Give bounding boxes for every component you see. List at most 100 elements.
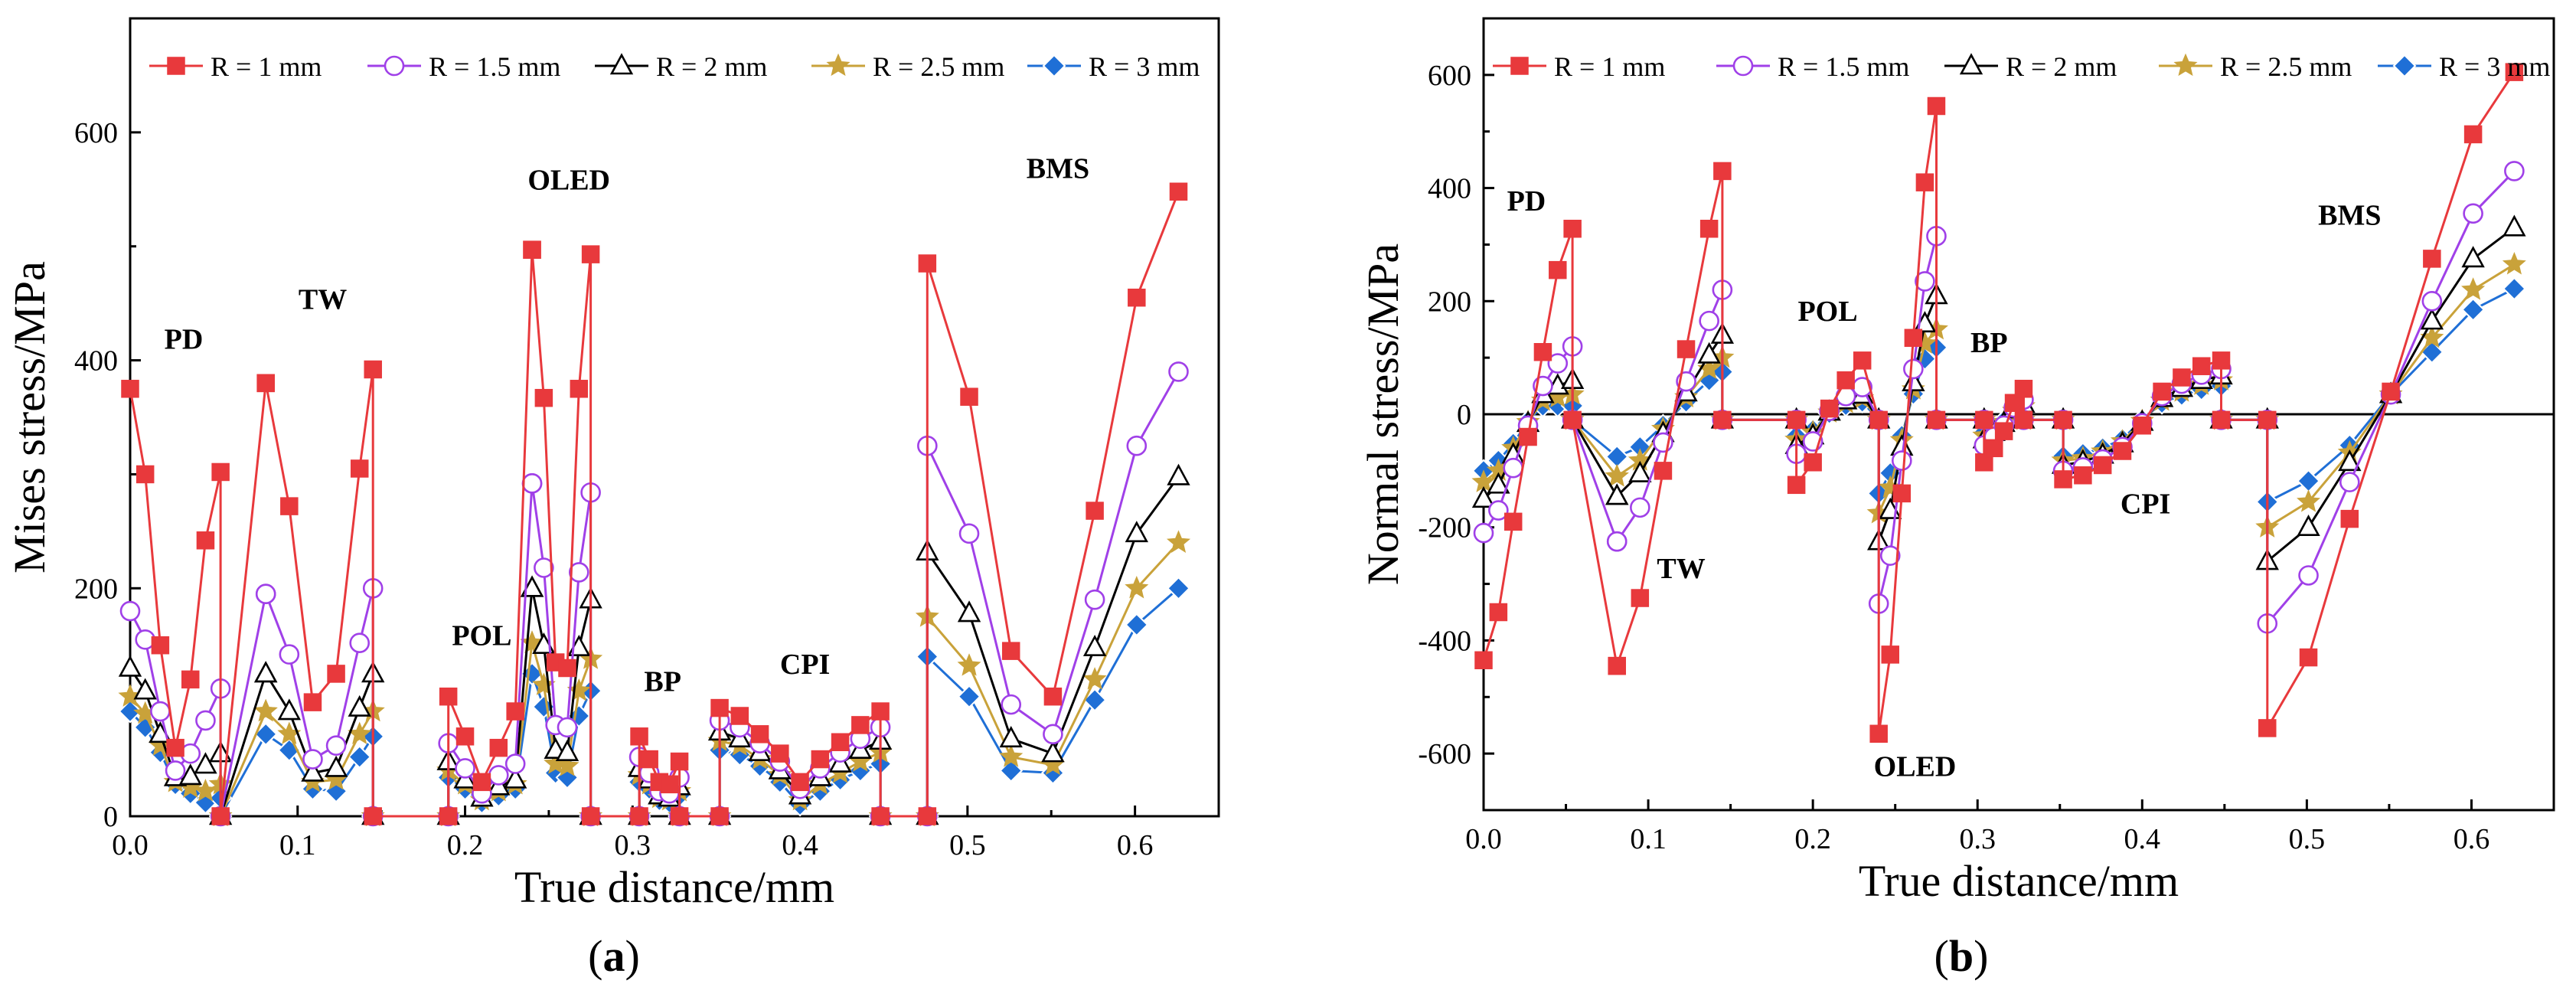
data-point <box>193 778 217 802</box>
data-point <box>630 727 648 746</box>
series-line <box>129 191 1180 818</box>
series-line <box>1482 71 2516 735</box>
data-point <box>918 807 937 825</box>
y-tick-label: 0 <box>1457 399 1471 431</box>
data-point <box>1126 435 1148 456</box>
legend-label: R = 2.5 mm <box>873 51 1004 82</box>
data-point <box>255 583 276 605</box>
data-point <box>1699 219 1719 238</box>
data-point <box>570 380 589 398</box>
legend-marker <box>2392 54 2417 78</box>
x-tick-label: 0.4 <box>782 829 818 861</box>
layer-label-pol: POL <box>452 620 511 652</box>
data-point <box>1975 453 1993 472</box>
data-point <box>2338 449 2362 472</box>
layer-label-oled: OLED <box>527 164 610 196</box>
data-point <box>670 807 689 825</box>
data-point <box>364 360 382 379</box>
data-point <box>165 760 186 781</box>
series-1mm <box>1474 63 2524 743</box>
data-point <box>211 462 230 482</box>
data-point <box>2173 368 2191 387</box>
legend-marker <box>384 55 405 77</box>
data-point <box>506 702 524 721</box>
data-point <box>181 670 200 689</box>
data-point <box>2298 565 2319 586</box>
y-tick-label: -400 <box>1418 625 1471 657</box>
data-point <box>1473 522 1494 544</box>
legend-marker <box>1042 54 1066 78</box>
caption-letter: a <box>603 931 625 981</box>
data-point <box>2339 472 2360 492</box>
data-point <box>1533 343 1552 361</box>
y-tick-label: 600 <box>74 117 118 149</box>
data-point <box>520 575 544 597</box>
data-point <box>2074 466 2092 485</box>
y-tick-label: 200 <box>1428 286 1471 318</box>
data-point <box>1086 502 1104 520</box>
data-point <box>2297 489 2321 512</box>
data-point <box>2054 470 2072 489</box>
data-point <box>1881 645 1899 664</box>
data-point <box>2505 63 2524 81</box>
data-point <box>1128 288 1146 307</box>
legend-entry: R = 2.5 mm <box>2159 51 2352 82</box>
data-point <box>918 254 937 273</box>
data-point <box>1994 422 2013 440</box>
data-point <box>1879 545 1901 566</box>
data-point <box>1677 340 1696 358</box>
data-point <box>791 773 809 792</box>
legend-entry: R = 1 mm <box>149 51 322 82</box>
legend-entry: R = 2 mm <box>595 51 767 82</box>
data-point <box>1787 475 1806 495</box>
data-point <box>1853 351 1872 370</box>
x-tick-label: 0.6 <box>2454 823 2490 855</box>
data-point <box>121 380 139 398</box>
data-point <box>325 735 347 757</box>
data-point <box>1927 410 1946 430</box>
series-line <box>1482 170 2516 625</box>
legend-marker <box>167 57 185 75</box>
data-point <box>1915 173 1934 191</box>
data-point <box>1628 460 1652 482</box>
data-point <box>1891 450 1912 471</box>
data-point <box>254 661 278 683</box>
data-point <box>2461 297 2486 322</box>
data-point <box>999 726 1023 748</box>
data-point <box>1630 497 1650 518</box>
data-point <box>253 698 278 722</box>
data-point <box>521 473 543 494</box>
layer-label-bp: BP <box>644 665 681 698</box>
legend-entry: R = 2 mm <box>1944 51 2117 82</box>
data-point <box>256 374 275 393</box>
x-tick-label: 0.5 <box>949 829 986 861</box>
data-point <box>195 710 216 731</box>
data-point <box>1699 310 1719 332</box>
data-point <box>2054 410 2072 430</box>
layer-label-tw: TW <box>1657 553 1705 585</box>
data-point <box>710 698 729 717</box>
data-point <box>2463 203 2483 224</box>
data-point <box>523 240 541 259</box>
data-point <box>957 600 981 623</box>
data-point <box>2503 214 2526 237</box>
data-point <box>504 753 526 774</box>
data-point <box>364 807 382 825</box>
data-point <box>178 763 202 786</box>
data-point <box>957 685 981 709</box>
legend-marker <box>609 53 634 75</box>
series-1mm <box>121 182 1188 825</box>
data-point <box>2014 380 2033 398</box>
data-point <box>2463 125 2483 144</box>
x-tick-label: 0.1 <box>279 829 316 861</box>
data-point <box>1167 576 1190 600</box>
legend-marker <box>1510 57 1529 75</box>
data-point <box>557 717 578 738</box>
x-axis-title: True distance/mm <box>1859 856 2179 906</box>
data-point <box>1487 472 1510 494</box>
data-point <box>1474 651 1493 670</box>
x-tick-label: 0.3 <box>615 829 651 861</box>
data-point <box>1471 486 1496 508</box>
data-point <box>2093 456 2112 475</box>
